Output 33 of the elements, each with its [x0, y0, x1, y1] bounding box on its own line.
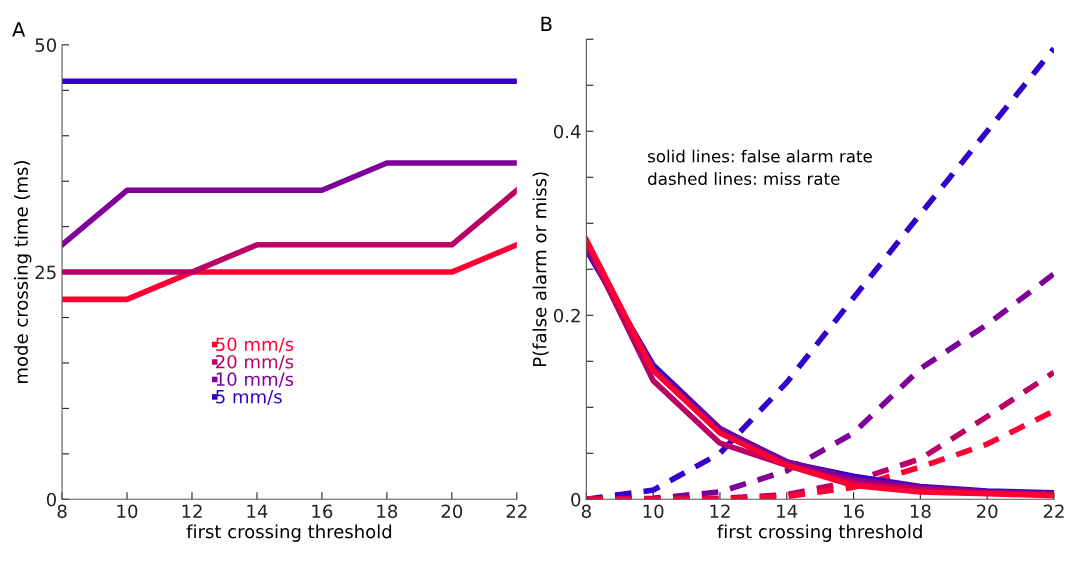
x-tick-label: 20 — [976, 504, 998, 519]
x-tick-label: 8 — [581, 504, 591, 519]
x-tick-label: 10 — [117, 504, 138, 519]
x-tick-label: 18 — [910, 504, 931, 519]
y-tick-label: 0.4 — [553, 124, 581, 139]
x-tick-label: 12 — [182, 504, 202, 518]
y-tick-label: 0 — [571, 492, 581, 507]
x-tick-label: 22 — [1043, 504, 1064, 518]
legend-label: 10 mm/s — [216, 372, 294, 388]
x-axis-title: first crossing threshold — [186, 524, 392, 542]
y-axis-title: P(false alarm or miss) — [532, 172, 549, 366]
chart-title: A — [12, 22, 26, 37]
x-tick-label: 14 — [777, 504, 798, 518]
x-tick-label: 12 — [710, 504, 730, 518]
y-tick-label: 25 — [35, 265, 56, 280]
x-tick-label: 18 — [377, 504, 398, 519]
legend-label: 5 mm/s — [216, 390, 282, 405]
y-tick-label: 0 — [46, 492, 56, 507]
x-axis-title: first crossing threshold — [717, 524, 922, 542]
x-tick-label: 14 — [247, 504, 268, 518]
chart-title: B — [541, 16, 552, 31]
legend-label: 20 mm/s — [216, 354, 294, 370]
x-tick-label: 20 — [441, 504, 463, 519]
y-axis-title: mode crossing time (ms) — [13, 161, 32, 383]
y-tick-label: 50 — [35, 38, 56, 52]
x-tick-label: 22 — [506, 504, 527, 518]
legend-label: 50 mm/s — [216, 337, 294, 353]
x-tick-label: 10 — [643, 504, 664, 519]
annotation: solid lines: false alarm rate dashed lines: miss rate — [648, 149, 872, 186]
x-tick-label: 8 — [57, 504, 67, 519]
x-tick-label: 16 — [312, 504, 333, 519]
x-tick-label: 16 — [844, 504, 864, 519]
y-tick-label: 0.2 — [553, 308, 580, 323]
